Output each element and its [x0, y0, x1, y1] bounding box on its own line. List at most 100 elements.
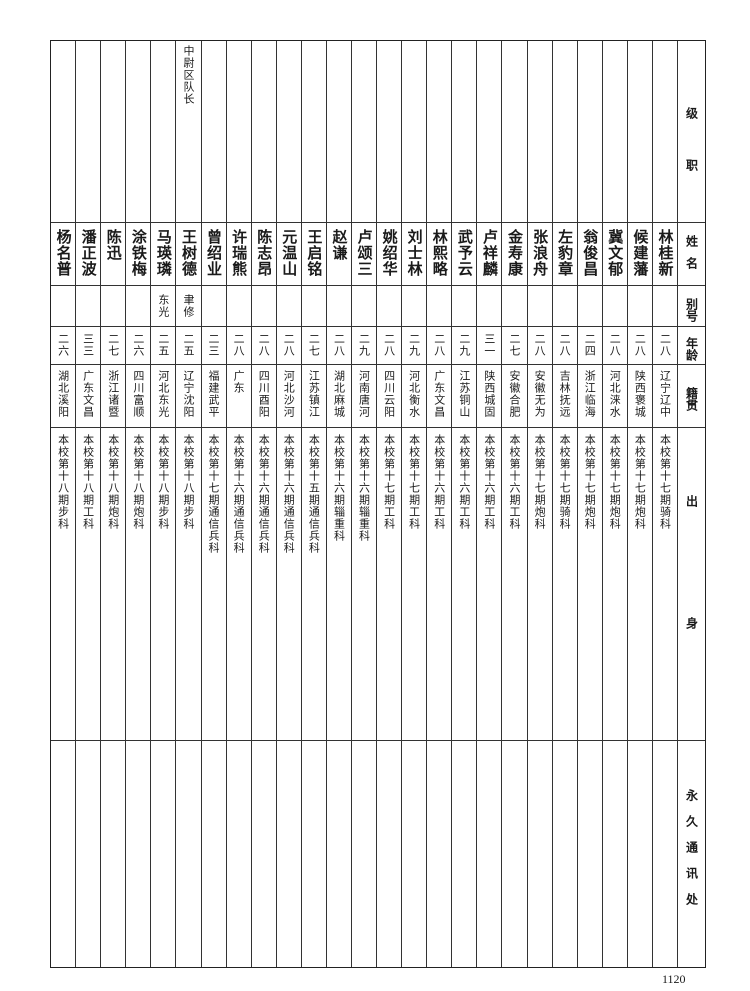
origin-text: 广东: [232, 370, 246, 394]
name-text: 涂铁梅: [129, 229, 148, 277]
age-text: 二七: [307, 333, 321, 357]
cell-age: 二九: [452, 327, 477, 365]
person-record: 刘士林 二九 河北衡水 本校第十七期工科: [401, 41, 427, 967]
origin-text: 陕西褒城: [633, 370, 647, 418]
cell-origin: 安徽合肥: [502, 365, 527, 428]
cell-age: 二六: [126, 327, 151, 365]
cell-address: [628, 741, 652, 967]
background-text: 本校第十七期炮科: [608, 434, 622, 530]
name-text: 候建藩: [631, 229, 650, 277]
cell-alias: [226, 286, 251, 327]
age-text: 二八: [658, 333, 672, 357]
age-text: 二八: [232, 333, 246, 357]
name-text: 翁俊昌: [581, 229, 600, 277]
person-record: 曾绍业 二三 福建武平 本校第十七期通信兵科: [200, 41, 226, 967]
cell-age: 二八: [276, 327, 301, 365]
cell-address: [553, 741, 577, 967]
origin-text: 湖北麻城: [332, 370, 346, 418]
cell-origin: 安徽无为: [527, 365, 552, 428]
person-record: 杨名普 二六 湖北溪阳 本校第十八期步科: [51, 41, 76, 967]
cell-name: 曾绍业: [201, 223, 226, 286]
cell-age: 二六: [51, 327, 76, 365]
name-text: 潘正波: [79, 229, 98, 277]
cell-name: 卢祥麟: [477, 223, 502, 286]
age-text: 二八: [282, 333, 296, 357]
name-text: 林熙略: [430, 229, 449, 277]
header-age-label: 年龄: [684, 336, 699, 361]
origin-text: 吉林抚远: [558, 370, 572, 418]
cell-rank: [577, 41, 602, 223]
name-text: 许瑞熊: [230, 229, 249, 277]
cell-address: [51, 741, 75, 967]
cell-address: [653, 741, 677, 967]
cell-rank: [101, 41, 126, 223]
cell-name: 武予云: [452, 223, 477, 286]
cell-rank: [477, 41, 502, 223]
cell-origin: 吉林抚远: [552, 365, 577, 428]
cell-age: 二五: [176, 327, 201, 365]
cell-background: 本校第十六期通信兵科: [276, 428, 301, 741]
cell-address: [277, 741, 301, 967]
cell-origin: 河北沙河: [276, 365, 301, 428]
name-text: 张浪舟: [531, 229, 550, 277]
cell-background: 本校第十八期步科: [151, 428, 176, 741]
cell-name: 潘正波: [76, 223, 101, 286]
header-alias: 别号: [678, 286, 705, 327]
cell-address: [151, 741, 175, 967]
cell-address: [352, 741, 376, 967]
cell-address: [302, 741, 326, 967]
age-text: 二八: [332, 333, 346, 357]
cell-name: 元温山: [276, 223, 301, 286]
age-text: 二五: [181, 333, 195, 357]
cell-address: [452, 741, 476, 967]
cell-name: 卢颂三: [351, 223, 377, 286]
cell-age: 二八: [251, 327, 276, 365]
cell-origin: 广东文昌: [427, 365, 452, 428]
cell-address: [377, 741, 401, 967]
cell-origin: 江苏镇江: [301, 365, 326, 428]
person-record: 马瑛璘 东光 二五 河北东光 本校第十八期步科: [150, 41, 176, 967]
cell-age: 三三: [76, 327, 101, 365]
cell-alias: [602, 286, 627, 327]
age-text: 二九: [407, 333, 421, 357]
cell-background: 本校第十八期炮科: [126, 428, 151, 741]
age-text: 三三: [81, 333, 95, 357]
cell-origin: 浙江临海: [577, 365, 602, 428]
cell-name: 王树德: [176, 223, 201, 286]
header-origin-label: 籍贯: [684, 386, 699, 411]
name-text: 曾绍业: [205, 229, 224, 277]
background-text: 本校第十七期炮科: [583, 434, 597, 530]
background-text: 本校第十八期工科: [81, 434, 95, 530]
cell-address: [126, 741, 150, 967]
rank-text: 中尉区队长: [181, 45, 195, 105]
cell-background: 本校第十七期通信兵科: [201, 428, 226, 741]
cell-alias: [452, 286, 477, 327]
cell-origin: 湖北溪阳: [51, 365, 76, 428]
header-name-label: 姓名: [684, 235, 699, 279]
person-record: 候建藩 二八 陕西褒城 本校第十七期炮科: [626, 41, 652, 967]
cell-origin: 四川云阳: [377, 365, 402, 428]
page-number: 1120: [662, 972, 686, 986]
person-record: 陈志昂 二八 四川酉阳 本校第十六期通信兵科: [250, 41, 276, 967]
name-text: 杨名普: [54, 229, 73, 277]
cell-rank: [251, 41, 276, 223]
cell-alias: [101, 286, 126, 327]
cell-origin: 湖北麻城: [326, 365, 351, 428]
cell-age: 二八: [652, 327, 677, 365]
origin-text: 安徽合肥: [507, 370, 521, 418]
cell-alias: [76, 286, 101, 327]
cell-name: 马瑛璘: [151, 223, 176, 286]
cell-address: [477, 741, 501, 967]
background-text: 本校第十七期工科: [382, 434, 396, 530]
origin-text: 陕西城固: [482, 370, 496, 418]
cell-age: 二八: [627, 327, 652, 365]
name-text: 金寿康: [505, 229, 524, 277]
cell-address: [227, 741, 251, 967]
name-text: 冀文郁: [606, 229, 625, 277]
person-record: 卢颂三 二九 河南唐河 本校第十六期辎重科: [350, 41, 377, 967]
origin-text: 河北东光: [156, 370, 170, 418]
cell-rank: [427, 41, 452, 223]
cell-address: [402, 741, 426, 967]
cell-origin: 福建武平: [201, 365, 226, 428]
name-text: 王树德: [179, 229, 198, 277]
